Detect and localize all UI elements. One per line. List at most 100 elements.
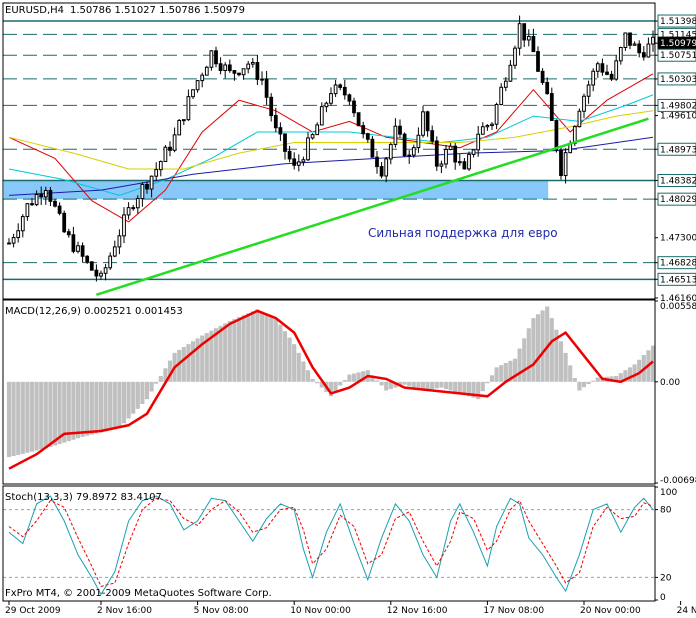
candle-body (402, 133, 407, 157)
candle-body (250, 61, 255, 65)
candle (329, 87, 333, 106)
candle-body (237, 72, 241, 76)
candle-body (476, 133, 481, 151)
symbol-name: EURUSD,H4 (5, 5, 64, 16)
macd-histogram-bar (637, 359, 642, 382)
time-tick-label: 17 Nov 08:00 (483, 606, 544, 616)
macd-histogram-bar (246, 313, 251, 382)
macd-histogram-bar (489, 375, 495, 382)
candle (375, 151, 379, 174)
macd-histogram-bar (204, 333, 209, 382)
price-tick-label: 1.51398 (660, 17, 696, 27)
candle-body (623, 32, 628, 49)
time-axis: 29 Oct 2009 2 Nov 16:00 5 Nov 08:00 10 Nov … (5, 601, 696, 616)
macd-histogram-bar (181, 347, 186, 382)
candle (99, 270, 103, 280)
macd-histogram-bar (632, 364, 637, 382)
macd-panel-frame (2, 299, 656, 485)
macd-histogram-bar (259, 311, 265, 382)
candle-body (609, 73, 614, 80)
candle-body (618, 47, 623, 62)
candle (365, 132, 370, 143)
candle-body (393, 125, 398, 145)
candle (30, 197, 34, 206)
candle-body (398, 125, 402, 135)
macd-histogram-bar (144, 381, 150, 400)
candle-body (563, 152, 568, 177)
candle (264, 70, 269, 105)
candle-body (375, 156, 379, 168)
macd-histogram-bar (264, 313, 269, 382)
candle (163, 145, 168, 163)
stochastic-signal-line (8, 497, 654, 587)
macd-histogram-bar (48, 381, 53, 447)
time-tick: 29 Oct 2009 (5, 601, 61, 616)
candle-body (549, 93, 554, 121)
stochastic-tick-label: 0 (660, 593, 666, 603)
support-zone-rect (4, 180, 549, 200)
candle-body (471, 149, 476, 155)
candle (269, 93, 274, 122)
time-tick: 5 Nov 08:00 (194, 601, 249, 616)
candle (402, 132, 407, 157)
candle (53, 198, 57, 208)
candle (421, 105, 425, 138)
macd-histogram-bar (16, 381, 21, 455)
candle-body (407, 154, 412, 157)
price-tick: 1.48973 (655, 142, 696, 156)
candle (181, 119, 186, 126)
candle (71, 226, 76, 254)
candle (89, 261, 94, 271)
candle-body (301, 159, 306, 163)
price-tick-label: 1.50303 (660, 75, 696, 85)
macd-histogram-bar (232, 319, 237, 382)
candle-body (457, 161, 462, 164)
macd-histogram-bar (595, 377, 600, 382)
candle-body (522, 23, 527, 41)
stochastic-main-line (8, 495, 654, 596)
candle (398, 119, 402, 138)
candle-body (421, 111, 425, 136)
candle-body (34, 194, 39, 206)
candle (361, 121, 366, 139)
candle-body (94, 269, 99, 277)
macd-histogram-bar (554, 329, 559, 382)
macd-histogram-bar (305, 370, 311, 382)
time-tick-label: 2 Nov 16:00 (97, 606, 152, 616)
macd-histogram-bar (342, 380, 347, 382)
candle-body (586, 84, 591, 97)
macd-histogram-bar (103, 381, 108, 432)
candle (393, 118, 398, 148)
macd-histogram-bar (236, 317, 242, 382)
candle-body (43, 189, 48, 198)
candle-body (103, 267, 108, 274)
candle (540, 68, 545, 85)
symbol-title: EURUSD,H4 1.50786 1.51027 1.50786 1.50979 (5, 5, 245, 16)
candle (503, 77, 508, 92)
candle (628, 32, 632, 50)
candle (200, 72, 205, 88)
candle-body (577, 110, 582, 128)
macd-histogram-bar (315, 381, 320, 384)
candle-body (80, 245, 85, 257)
macd-histogram-bar (163, 368, 168, 382)
macd-histogram-bar (190, 341, 196, 382)
time-tick: 20 Nov 00:00 (580, 601, 641, 616)
stochastic-panel-frame (2, 485, 656, 602)
candle (214, 46, 218, 68)
candle (637, 40, 642, 58)
macd-histogram-bar (545, 306, 550, 382)
macd-histogram-bar (531, 318, 536, 382)
candle (338, 83, 343, 91)
price-tick-label: 1.49802 (660, 101, 696, 111)
candle-body (39, 194, 44, 198)
candle (370, 135, 375, 158)
macd-histogram-bar (439, 381, 444, 388)
candle (591, 68, 596, 92)
macd-histogram-bar (282, 331, 288, 382)
candle-body (158, 161, 163, 171)
macd-tick-label: -0.006989 (660, 476, 696, 486)
candle (508, 60, 513, 83)
candle-body (531, 36, 536, 53)
candle (135, 195, 140, 214)
